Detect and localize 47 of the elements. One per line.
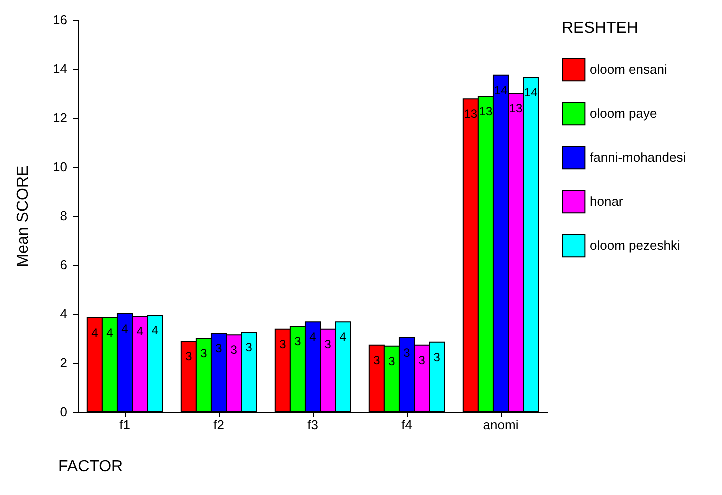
x-tick-label: f1: [120, 418, 130, 432]
data-label: 3: [230, 343, 238, 358]
x-tick-label: f4: [402, 418, 412, 432]
data-label: 3: [418, 353, 426, 368]
data-label: 4: [136, 324, 144, 338]
data-label: 3: [374, 353, 381, 368]
x-tick-label: anomi: [483, 418, 519, 432]
y-tick-label: 14: [53, 62, 68, 76]
data-label: 3: [216, 342, 223, 356]
data-label: 3: [388, 354, 396, 368]
legend-title: RESHTEH: [562, 20, 638, 37]
data-label: 13: [464, 107, 478, 122]
data-label: 4: [310, 330, 317, 344]
data-label: 3: [280, 337, 287, 352]
data-label: 3: [186, 349, 193, 364]
legend-label: honar: [590, 194, 624, 209]
y-axis-title: Mean SCORE: [15, 166, 32, 268]
data-label: 3: [294, 334, 302, 348]
y-tick-label: 8: [60, 208, 68, 224]
y-tick-label: 4: [60, 306, 68, 322]
y-tick-label: 6: [60, 258, 68, 272]
x-axis-title: FACTOR: [58, 458, 124, 476]
y-tick-label: 10: [53, 160, 68, 174]
legend-label: oloom ensani: [590, 62, 668, 77]
data-label: 14: [494, 83, 508, 98]
data-label: 4: [92, 326, 99, 340]
data-label: 4: [152, 323, 159, 338]
data-label: 4: [340, 330, 347, 344]
data-label: 3: [200, 346, 208, 360]
y-tick-label: 2: [60, 356, 68, 370]
legend-label: oloom pezeshki: [590, 238, 680, 253]
data-label: 13: [509, 102, 524, 116]
y-tick-label: 0: [60, 404, 68, 420]
legend-label: fanni-mohandesi: [590, 150, 686, 165]
data-label: 3: [434, 350, 441, 364]
x-tick-label: f3: [308, 418, 318, 432]
data-label: 3: [404, 346, 411, 360]
data-label: 3: [324, 337, 332, 352]
y-tick-label: 16: [53, 12, 68, 28]
data-label: 4: [122, 322, 129, 336]
legend-label: oloom paye: [590, 106, 658, 121]
x-tick-label: f2: [214, 418, 224, 432]
data-label: 4: [106, 326, 114, 340]
data-label: 13: [479, 104, 493, 118]
data-label: 14: [524, 86, 538, 100]
data-label: 3: [246, 340, 253, 355]
y-tick-label: 12: [53, 110, 68, 126]
